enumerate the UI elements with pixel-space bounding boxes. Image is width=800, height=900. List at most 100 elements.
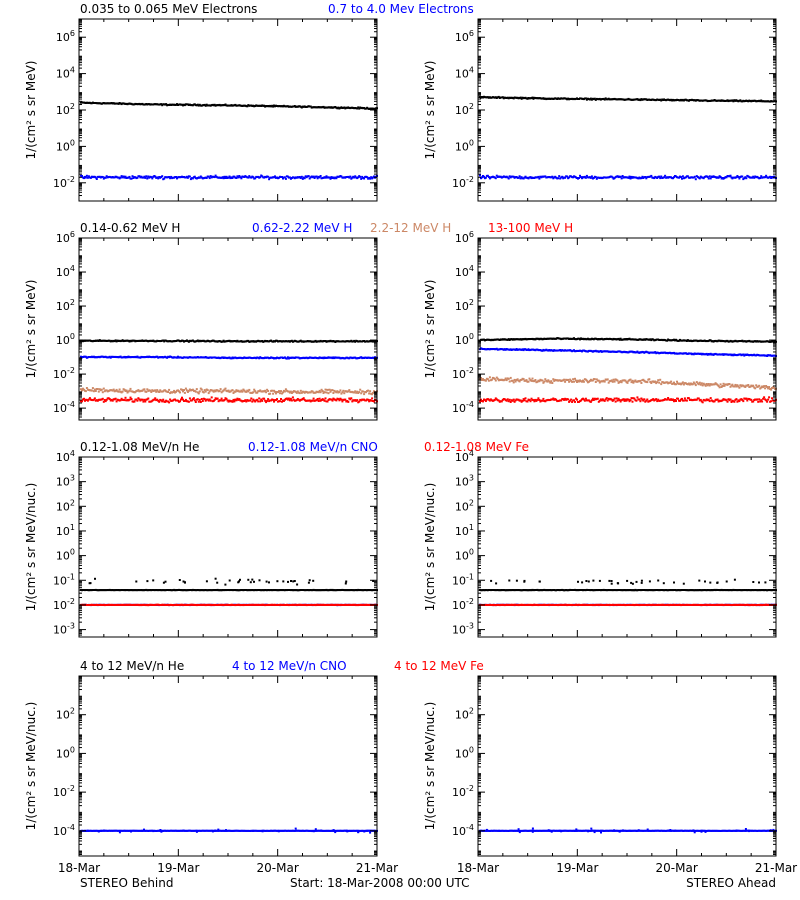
data-point (121, 390, 124, 393)
data-point (235, 177, 238, 179)
data-point (567, 378, 570, 381)
data-point (186, 391, 189, 393)
data-point (673, 381, 675, 384)
data-point (344, 398, 347, 401)
data-point (511, 379, 514, 382)
data-point (289, 390, 292, 393)
data-point (143, 398, 146, 401)
data-point (208, 390, 211, 393)
data-point (500, 400, 503, 403)
data-point (569, 378, 572, 381)
data-point (645, 399, 648, 402)
data-point (497, 95, 500, 98)
data-point (86, 176, 89, 179)
y-tick-label: 100 (455, 332, 474, 347)
data-point (179, 400, 181, 403)
data-point (249, 399, 252, 402)
data-point (284, 388, 287, 391)
data-point (146, 177, 149, 180)
data-point (719, 383, 722, 386)
data-point (610, 398, 613, 401)
data-point (235, 399, 238, 402)
data-point (92, 390, 95, 393)
data-point (169, 177, 172, 180)
data-point (606, 378, 609, 381)
data-point (267, 390, 270, 392)
data-point (631, 400, 634, 403)
data-point (508, 380, 511, 383)
data-point (660, 383, 663, 386)
data-point (327, 392, 330, 395)
data-point (164, 580, 167, 583)
data-point (511, 399, 514, 402)
data-point (573, 399, 575, 402)
data-point (252, 391, 255, 394)
panel-ahead-row-1: 10-2 100 102 104 106 1/(cm² s sr MeV) (423, 18, 777, 202)
data-point (241, 390, 244, 393)
y-tick-label: 104 (56, 66, 75, 81)
data-point (361, 175, 364, 178)
data-point (738, 400, 741, 403)
data-point (620, 177, 623, 180)
data-point (687, 397, 690, 400)
data-point (291, 396, 294, 399)
data-point (641, 175, 644, 178)
data-point (374, 356, 376, 359)
data-point (507, 400, 510, 403)
data-point (205, 580, 208, 583)
data-point (681, 177, 683, 180)
data-point (590, 175, 593, 178)
data-point (750, 398, 753, 401)
data-point (307, 175, 310, 178)
data-point (177, 399, 179, 402)
data-point (359, 175, 362, 178)
data-point (168, 401, 171, 404)
data-point (198, 390, 201, 393)
data-point (224, 177, 227, 179)
data-point (247, 390, 250, 393)
data-point (493, 398, 496, 401)
data-point (612, 378, 615, 381)
data-point (143, 175, 146, 178)
data-point (274, 390, 276, 393)
data-point (546, 380, 549, 383)
data-point (340, 398, 343, 401)
panel-title-3-3: 0.12-1.08 MeV Fe (424, 440, 529, 454)
data-point (513, 400, 516, 403)
data-point (567, 398, 570, 401)
data-point (666, 398, 669, 401)
data-point (90, 389, 93, 392)
data-point (173, 389, 176, 392)
panel-title-1-2: 0.7 to 4.0 Mev Electrons (328, 2, 474, 16)
data-point (547, 379, 550, 382)
data-point (373, 400, 375, 403)
data-point (717, 176, 720, 179)
data-point (613, 397, 616, 400)
data-point (151, 177, 154, 180)
y-tick-label: 10-4 (53, 400, 75, 415)
data-point (639, 400, 642, 403)
data-point (309, 105, 312, 108)
data-point (239, 176, 242, 179)
data-point (549, 381, 552, 384)
data-point (654, 351, 657, 354)
data-point (725, 176, 728, 179)
data-point (488, 376, 491, 379)
data-point (717, 385, 720, 387)
data-point (321, 390, 324, 392)
data-point (544, 378, 547, 381)
data-point (632, 381, 635, 384)
data-point (605, 397, 608, 400)
data-point (574, 377, 576, 380)
data-point (568, 176, 571, 179)
data-point (640, 382, 643, 384)
y-tick-label: 10-4 (452, 400, 474, 415)
data-point (222, 177, 225, 180)
data-point (81, 400, 83, 403)
data-point (147, 397, 150, 400)
data-point (575, 379, 577, 382)
y-tick-label: 100 (56, 138, 75, 153)
data-point (197, 400, 200, 403)
data-point (362, 390, 365, 393)
data-point (606, 399, 609, 402)
